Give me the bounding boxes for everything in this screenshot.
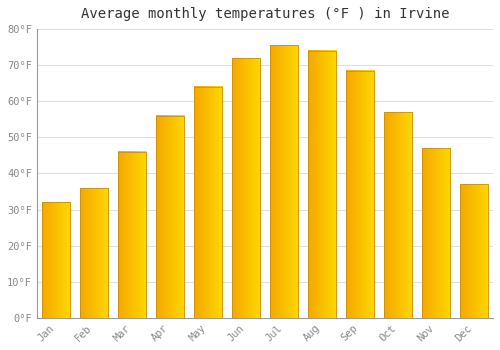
Bar — [422, 148, 450, 318]
Bar — [118, 152, 146, 318]
Bar — [384, 112, 412, 318]
Title: Average monthly temperatures (°F ) in Irvine: Average monthly temperatures (°F ) in Ir… — [80, 7, 449, 21]
Bar — [308, 51, 336, 318]
Bar — [156, 116, 184, 318]
Bar — [460, 184, 488, 318]
Bar — [194, 87, 222, 318]
Bar — [232, 58, 260, 318]
Bar — [80, 188, 108, 318]
Bar — [270, 45, 298, 318]
Bar — [346, 71, 374, 318]
Bar — [42, 202, 70, 318]
